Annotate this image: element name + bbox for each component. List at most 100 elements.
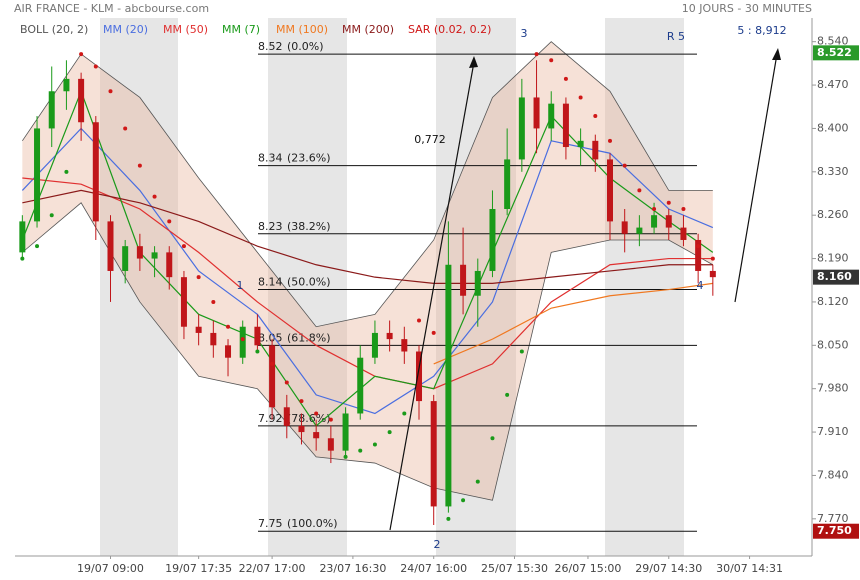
x-tick-label: 23/07 16:30 [319, 562, 386, 575]
candle-body [78, 78, 85, 123]
sar-dot [196, 275, 201, 280]
candle-body [210, 332, 217, 346]
candle-body [709, 270, 716, 278]
sar-dot [181, 244, 186, 249]
sar-dot [696, 244, 701, 249]
price-tag [813, 523, 859, 539]
sar-dot [505, 392, 510, 397]
candle-body [151, 252, 158, 259]
annotation: 5 : 8,912 [737, 24, 786, 37]
candle-body [533, 97, 540, 129]
sar-dot [284, 380, 289, 385]
candle-body [445, 264, 452, 507]
price-tag-label: 8.522 [817, 46, 852, 59]
sar-dot [137, 163, 142, 168]
candle-body [518, 97, 525, 160]
candle-body [136, 246, 143, 259]
ma-line [21, 127, 714, 415]
annotation: 2 [434, 538, 441, 551]
session-band [268, 18, 347, 556]
candle-body [636, 227, 643, 234]
y-tick-label: 7.910 [817, 425, 849, 438]
price-tag [813, 269, 859, 285]
sar-dot [490, 436, 495, 441]
legend-entry: MM (7) [222, 23, 260, 36]
candle-body [92, 122, 99, 222]
fib-ratio: (38.2%) [287, 220, 331, 233]
sar-dot [446, 516, 451, 521]
annotation: 1 [237, 279, 244, 292]
candle-body [180, 277, 187, 327]
y-tick-label: 8.050 [817, 338, 849, 351]
sar-dot [666, 200, 671, 205]
y-tick-label: 8.400 [817, 121, 849, 134]
sar-dot [328, 417, 333, 422]
sar-dot [64, 169, 69, 174]
fib-price: 8.14 [258, 276, 283, 289]
fib-ratio: (100.0%) [287, 517, 338, 530]
sar-dot [372, 442, 377, 447]
sar-dot [226, 324, 231, 329]
sar-dot [270, 361, 275, 366]
candle-body [371, 332, 378, 358]
legend-entry: SAR (0.02, 0.2) [408, 23, 491, 36]
candle-body [342, 413, 349, 451]
x-tick-label: 26/07 15:00 [555, 562, 622, 575]
sar-dot [167, 219, 172, 224]
candle-body [166, 252, 173, 278]
y-tick-label: 7.840 [817, 468, 849, 481]
x-tick-label: 25/07 15:30 [481, 562, 548, 575]
fib-ratio: (50.0%) [287, 276, 331, 289]
x-tick-label: 30/07 14:31 [716, 562, 783, 575]
candle-body [504, 159, 511, 209]
sar-dot [49, 213, 54, 218]
sar-dot [652, 206, 657, 211]
sar-dot [255, 349, 260, 354]
candle-body [225, 345, 232, 358]
sar-dot [314, 411, 319, 416]
legend-entry: MM (100) [276, 23, 328, 36]
candle-body [34, 128, 41, 222]
candle-body [386, 332, 393, 340]
candle-body [416, 351, 423, 402]
x-tick-label: 22/07 17:00 [239, 562, 306, 575]
y-tick-label: 8.330 [817, 165, 849, 178]
arrow [734, 53, 778, 303]
y-tick-label: 8.190 [817, 252, 849, 265]
x-tick-label: 29/07 14:30 [635, 562, 702, 575]
sar-dot [461, 498, 466, 503]
sar-dot [402, 411, 407, 416]
session-band [605, 18, 684, 556]
sar-dot [20, 256, 25, 261]
arrow [389, 61, 475, 531]
sar-dot [607, 138, 612, 143]
bollinger-fill [22, 41, 713, 501]
candle-body [357, 357, 364, 414]
sar-dot [549, 58, 554, 63]
sar-dot [637, 188, 642, 193]
legend-entry: BOLL (20, 2) [20, 23, 88, 36]
sar-dot [93, 64, 98, 69]
legend-entry: MM (200) [342, 23, 394, 36]
y-tick-label: 7.980 [817, 382, 849, 395]
legend-entry: MM (50) [163, 23, 208, 36]
candle-body [254, 326, 261, 346]
sar-dot [534, 52, 539, 57]
candle-body [474, 270, 481, 296]
sar-dot [563, 76, 568, 81]
candle-body [269, 345, 276, 408]
fib-price: 7.75 [258, 517, 283, 530]
annotation: 0,772 [414, 133, 446, 146]
candle-body [401, 339, 408, 352]
candle-body [313, 432, 320, 439]
fib-ratio: (78.6%) [287, 412, 331, 425]
candle-body [651, 215, 658, 228]
candle-body [430, 401, 437, 507]
price-tag-label: 7.750 [817, 524, 852, 537]
fib-price: 8.23 [258, 220, 283, 233]
candle-body [606, 159, 613, 222]
x-tick-label: 19/07 09:00 [77, 562, 144, 575]
candle-body [48, 91, 55, 129]
sar-dot [593, 114, 598, 119]
candle-body [621, 221, 628, 234]
